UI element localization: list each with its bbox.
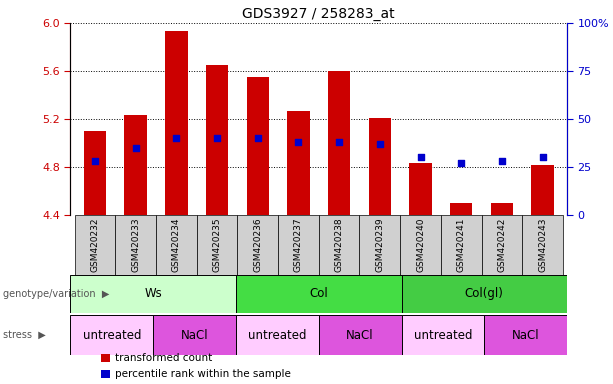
Point (294, 139, 303, 145)
Title: GDS3927 / 258283_at: GDS3927 / 258283_at (243, 7, 395, 21)
Bar (236, 315, 319, 355)
Bar (359, 215, 400, 275)
Bar (482, 215, 522, 275)
Bar (287, 111, 310, 215)
Text: untreated: untreated (414, 329, 472, 341)
Text: untreated: untreated (248, 329, 306, 341)
Text: GSM420240: GSM420240 (416, 218, 425, 272)
Bar (531, 165, 554, 215)
Bar (319, 215, 359, 275)
Text: GSM420243: GSM420243 (538, 218, 547, 272)
Bar (246, 77, 269, 215)
Bar (450, 203, 473, 215)
Text: GSM420236: GSM420236 (253, 217, 262, 272)
Text: NaCl: NaCl (346, 329, 374, 341)
Point (90, 158, 100, 164)
Text: GSM420235: GSM420235 (213, 217, 221, 272)
Text: GSM420238: GSM420238 (335, 217, 344, 272)
Text: GSM420233: GSM420233 (131, 217, 140, 272)
Bar (101, 369, 110, 378)
Point (131, 145, 140, 151)
Bar (328, 71, 350, 215)
Text: NaCl: NaCl (512, 329, 539, 341)
Bar (409, 164, 432, 215)
Text: untreated: untreated (83, 329, 141, 341)
Bar (84, 131, 106, 215)
Bar (124, 116, 147, 215)
Bar (400, 215, 441, 275)
Bar (402, 315, 484, 355)
Bar (197, 215, 237, 275)
Point (375, 141, 385, 147)
Bar (441, 215, 482, 275)
Bar (156, 215, 197, 275)
Point (538, 154, 547, 161)
Text: GSM420241: GSM420241 (457, 218, 466, 272)
Bar (153, 315, 236, 355)
Bar (319, 315, 402, 355)
Bar (75, 215, 115, 275)
Point (497, 158, 507, 164)
Text: genotype/variation  ▶: genotype/variation ▶ (3, 289, 110, 299)
Text: percentile rank within the sample: percentile rank within the sample (115, 369, 291, 379)
Text: transformed count: transformed count (115, 353, 212, 363)
Bar (165, 31, 188, 215)
Text: Col: Col (310, 287, 328, 300)
Text: stress  ▶: stress ▶ (3, 330, 46, 340)
Point (456, 160, 466, 166)
Bar (70, 315, 153, 355)
Bar (491, 203, 513, 215)
Bar (70, 275, 236, 313)
Text: NaCl: NaCl (181, 329, 208, 341)
Bar (368, 118, 391, 215)
Bar (237, 215, 278, 275)
Text: GSM420234: GSM420234 (172, 218, 181, 272)
Text: GSM420237: GSM420237 (294, 217, 303, 272)
Point (334, 139, 344, 145)
Bar (484, 315, 567, 355)
Point (172, 135, 181, 141)
Bar (236, 275, 402, 313)
Bar (206, 65, 228, 215)
Bar (278, 215, 319, 275)
Point (253, 135, 262, 141)
Point (416, 154, 425, 161)
Text: GSM420239: GSM420239 (375, 217, 384, 272)
Bar (522, 215, 563, 275)
Bar (115, 215, 156, 275)
Text: GSM420232: GSM420232 (90, 218, 99, 272)
Bar (402, 275, 567, 313)
Bar (101, 354, 110, 362)
Point (212, 135, 222, 141)
Text: Ws: Ws (145, 287, 162, 300)
Text: Col(gl): Col(gl) (465, 287, 504, 300)
Text: GSM420242: GSM420242 (497, 218, 506, 272)
